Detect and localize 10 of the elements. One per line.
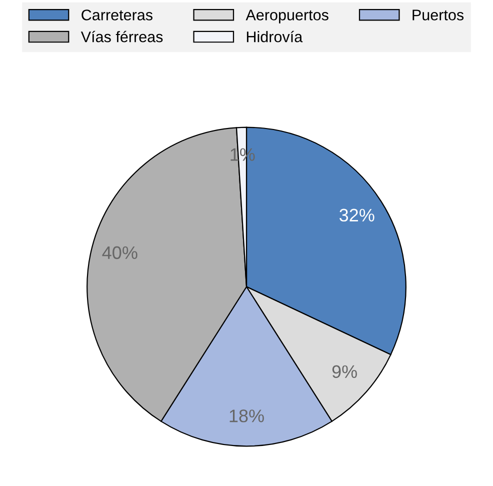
data-label: 18% <box>230 410 264 422</box>
data-label: 9% <box>332 365 357 378</box>
data-label: 32% <box>339 208 374 222</box>
data-label: 40% <box>102 246 138 260</box>
legend-label: Aeropuertos <box>246 10 328 24</box>
legend-label: Carreteras <box>82 10 152 20</box>
legend-label: Hidrovía <box>246 30 303 42</box>
data-label: 1% <box>230 148 255 161</box>
legend-label: Puertos <box>412 10 464 20</box>
legend-label: Vías férreas <box>80 30 163 42</box>
